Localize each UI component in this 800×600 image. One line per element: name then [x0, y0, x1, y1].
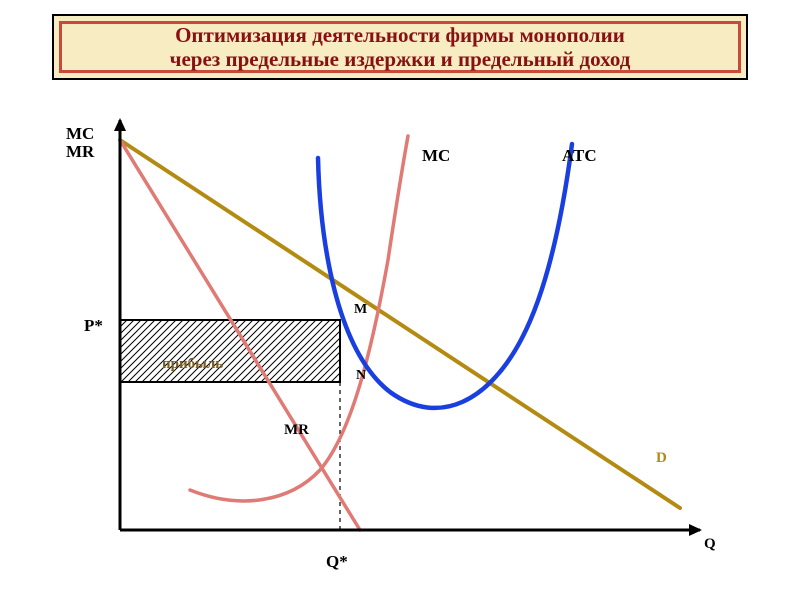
curve-label-d: D	[656, 450, 667, 467]
q-star-label: Q*	[326, 552, 348, 572]
title-line-1: Оптимизация деятельности фирмы монополии	[68, 23, 732, 47]
y-axis-label-mc: MC	[66, 124, 94, 144]
p-star-label: P*	[84, 316, 103, 336]
curve-label-mr: MR	[284, 422, 309, 439]
curve-label-mc: MC	[422, 146, 450, 166]
title-line-2: через предельные издержки и предельный д…	[68, 47, 732, 71]
profit-label: прибыль	[162, 356, 223, 373]
monopoly-chart	[60, 100, 740, 580]
x-axis-label-q: Q	[704, 536, 716, 553]
point-n: N	[356, 368, 366, 384]
y-axis-label-mr: MR	[66, 142, 94, 162]
chart-content	[114, 118, 702, 536]
point-m: M	[354, 302, 367, 318]
curve-label-atc: ATC	[562, 146, 597, 166]
title-box: Оптимизация деятельности фирмы монополии…	[52, 14, 748, 80]
